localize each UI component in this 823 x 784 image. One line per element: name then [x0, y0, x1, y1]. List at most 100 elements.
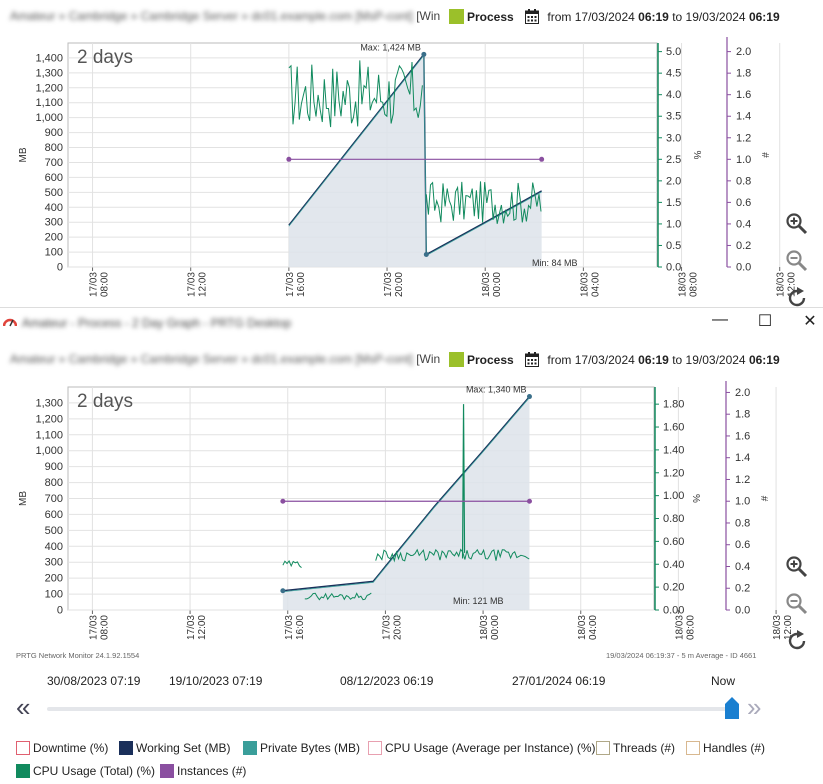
y-tick-label: 300 — [45, 217, 63, 229]
working-set-area — [282, 396, 530, 610]
instances-point — [539, 156, 545, 162]
to-time: 06:19 — [748, 353, 780, 367]
legend-item[interactable]: Threads (#) — [596, 741, 675, 755]
y-tick-label: 800 — [45, 477, 63, 489]
y2-tick-label: 1.0 — [666, 218, 681, 230]
zoom-out-icon[interactable] — [785, 249, 809, 273]
y2-tick-label: 0.40 — [663, 559, 684, 571]
legend-label: CPU Usage (Average per Instance) (%) — [385, 741, 596, 755]
x-tick-label: 08:00 — [99, 615, 110, 640]
reset-zoom-icon[interactable] — [785, 629, 809, 653]
maximize-button[interactable]: ☐ — [757, 313, 773, 330]
legend-label: Downtime (%) — [33, 741, 109, 755]
y3-tick-label: 1.0 — [735, 496, 750, 508]
working-set-area — [288, 54, 542, 267]
bottom-graph[interactable]: 17/03 08:00 17/03 12:00 17/03 16:00 17/03 20:00… — [0, 378, 823, 650]
y-tick-label: 400 — [45, 541, 63, 553]
legend-item[interactable]: Instances (#) — [160, 764, 246, 778]
legend-item[interactable]: CPU Usage (Total) (%) — [16, 764, 155, 778]
y-tick-label: 300 — [45, 557, 63, 569]
calendar-icon[interactable] — [525, 9, 540, 24]
y-tick-label: 400 — [45, 202, 63, 214]
legend-swatch — [368, 741, 382, 755]
legend-swatch — [119, 741, 133, 755]
x-tick-label: 20:00 — [394, 272, 405, 297]
y2-axis-title: % — [690, 494, 701, 503]
to-date: 19/03/2024 — [685, 353, 746, 367]
y3-tick-label: 0.6 — [736, 197, 751, 209]
app-logo-icon — [3, 318, 17, 327]
x-tick-label: 17/03 — [89, 272, 100, 297]
max-label: Max: 1,424 MB — [360, 42, 421, 52]
breadcrumb[interactable]: Amateur » Cambridge » Cambridge Server »… — [10, 9, 440, 23]
x-tick-label: 18/03 — [674, 615, 685, 640]
y-tick-label: 200 — [45, 573, 63, 585]
y3-tick-label: 1.8 — [736, 68, 751, 80]
x-tick-label: 17/03 — [186, 615, 197, 640]
legend-item[interactable]: Working Set (MB) — [119, 741, 230, 755]
legend-label: CPU Usage (Total) (%) — [33, 764, 156, 778]
y2-tick-label: 1.60 — [663, 422, 684, 434]
x-tick-label: 16:00 — [295, 615, 306, 640]
y3-tick-label: 1.8 — [735, 409, 750, 421]
top-graph[interactable]: 17/03 08:00 17/03 12:00 17/03 16:00 17/03 20:00… — [0, 34, 823, 306]
to-label: to — [672, 353, 683, 367]
to-label: to — [672, 10, 683, 24]
timeline-track[interactable] — [47, 707, 733, 711]
x-tick-label: 12:00 — [198, 272, 209, 297]
close-button[interactable]: ✕ — [803, 313, 817, 330]
footer-info: 19/03/2024 06:19:37 - 5 m Average - ID 4… — [606, 651, 757, 660]
reset-zoom-icon[interactable] — [785, 286, 809, 310]
breadcrumb-path[interactable]: Amateur » Cambridge » Cambridge Server »… — [10, 9, 413, 23]
window-title-bar[interactable]: Amateur - Process - 2 Day Graph - PRTG D… — [0, 307, 823, 338]
calendar-icon[interactable] — [525, 352, 540, 367]
breadcrumb-path[interactable]: Amateur » Cambridge » Cambridge Server »… — [10, 352, 413, 366]
to-time: 06:19 — [748, 10, 780, 24]
y2-tick-label: 3.0 — [666, 132, 681, 144]
y-tick-label: 1,400 — [35, 52, 63, 64]
legend-label: Working Set (MB) — [136, 741, 231, 755]
timeline-date: 30/08/2023 07:19 — [47, 674, 141, 688]
y2-tick-label: 3.5 — [666, 111, 681, 123]
y2-tick-label: 1.00 — [663, 490, 684, 502]
y2-tick-label: 2.5 — [666, 154, 681, 166]
min-marker — [423, 251, 429, 257]
x-tick-label: 18/03 — [772, 615, 783, 640]
zoom-in-icon[interactable] — [785, 212, 809, 236]
y-tick-label: 600 — [45, 172, 63, 184]
timeline-forward-icon[interactable]: » — [747, 692, 762, 722]
x-tick-label: 18/03 — [776, 272, 787, 297]
y2-tick-label: 1.20 — [663, 467, 684, 479]
y-tick-label: 0 — [57, 605, 63, 617]
min-label: Min: 84 MB — [532, 258, 578, 268]
y-tick-label: 900 — [45, 127, 63, 139]
minimize-button[interactable]: — — [712, 311, 728, 328]
y-tick-label: 500 — [45, 187, 63, 199]
x-tick-label: 18/03 — [481, 272, 492, 297]
zoom-in-icon[interactable] — [785, 555, 809, 579]
from-date: 17/03/2024 — [574, 10, 635, 24]
legend-item[interactable]: CPU Usage (Average per Instance) (%) — [368, 741, 596, 755]
y-tick-label: 1,100 — [35, 97, 63, 109]
legend-item[interactable]: Handles (#) — [686, 741, 765, 755]
y-tick-label: 1,000 — [35, 112, 63, 124]
y3-tick-label: 0.2 — [735, 583, 750, 595]
legend-label: Instances (#) — [177, 764, 247, 778]
breadcrumb-2[interactable]: Amateur » Cambridge » Cambridge Server »… — [10, 352, 440, 366]
x-tick-label: 18/03 — [678, 272, 689, 297]
legend-item[interactable]: Downtime (%) — [16, 741, 108, 755]
y3-tick-label: 0.0 — [735, 605, 750, 617]
max-label: Max: 1,340 MB — [466, 385, 527, 395]
y-tick-label: 600 — [45, 509, 63, 521]
timeline-date: 19/10/2023 07:19 — [169, 674, 263, 688]
y-tick-label: 0 — [57, 262, 63, 274]
breadcrumb-tail: [Win — [416, 9, 441, 23]
instances-point — [286, 156, 292, 162]
graph-header-2: Process from 17/03/2024 06:19 to 19/03/2… — [448, 352, 780, 367]
legend-swatch — [686, 741, 700, 755]
timeline-back-icon[interactable]: « — [16, 692, 31, 722]
timeline-handle[interactable] — [725, 697, 739, 719]
zoom-out-icon[interactable] — [785, 592, 809, 616]
y3-axis-title: # — [758, 496, 769, 502]
legend-item[interactable]: Private Bytes (MB) — [243, 741, 360, 755]
